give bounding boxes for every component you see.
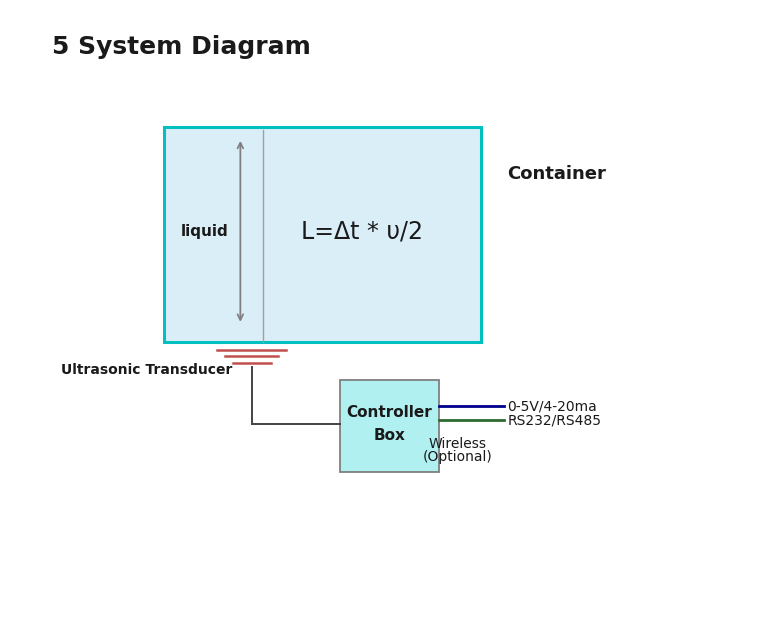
Text: Ultrasonic Transducer: Ultrasonic Transducer — [61, 363, 233, 377]
Text: 5 System Diagram: 5 System Diagram — [52, 35, 311, 59]
Text: (Optional): (Optional) — [423, 450, 493, 464]
Bar — [340, 380, 439, 472]
Text: RS232/RS485: RS232/RS485 — [507, 413, 601, 427]
Text: Controller: Controller — [346, 405, 432, 420]
Bar — [164, 127, 481, 342]
Text: Box: Box — [373, 428, 405, 443]
Text: Container: Container — [507, 165, 607, 183]
Text: 0-5V/4-20ma: 0-5V/4-20ma — [507, 399, 597, 413]
Text: L=Δt * υ/2: L=Δt * υ/2 — [301, 219, 423, 243]
Text: Wireless: Wireless — [429, 437, 487, 451]
Text: liquid: liquid — [181, 223, 228, 239]
